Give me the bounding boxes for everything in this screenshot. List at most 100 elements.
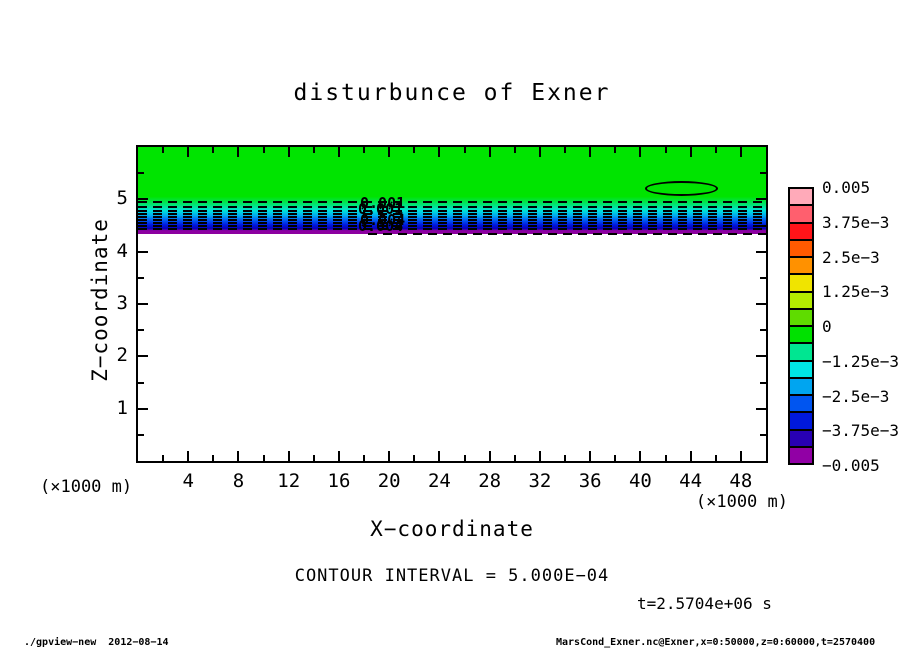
- x-major-tick: [539, 451, 541, 461]
- y-minor-tick: [760, 172, 766, 174]
- dashed-contour-line: [138, 213, 766, 215]
- dashed-contour-line: [368, 233, 766, 235]
- contour-value-label: 0.004: [358, 217, 404, 235]
- colorbar-segment: [790, 342, 812, 360]
- x-major-tick: [187, 451, 189, 461]
- x-major-tick: [639, 147, 641, 157]
- dashed-contour-line: [138, 228, 766, 230]
- y-major-tick: [138, 198, 148, 200]
- x-minor-tick: [614, 455, 616, 461]
- x-major-tick: [288, 451, 290, 461]
- x-minor-tick: [263, 455, 265, 461]
- x-tick-label: 36: [578, 470, 602, 492]
- x-minor-tick: [614, 147, 616, 153]
- y-tick-label: 3: [116, 292, 128, 314]
- x-minor-tick: [212, 147, 214, 153]
- time-annotation: t=2.5704e+06 s: [637, 594, 772, 613]
- x-minor-tick: [514, 147, 516, 153]
- footer-program-stamp: ./gpview−new 2012−08−14: [24, 637, 169, 648]
- colorbar-segment: [790, 307, 812, 325]
- y-minor-tick: [138, 329, 144, 331]
- x-major-tick: [388, 147, 390, 157]
- x-minor-tick: [464, 147, 466, 153]
- x-major-tick: [288, 147, 290, 157]
- x-major-tick: [489, 147, 491, 157]
- x-major-tick: [237, 451, 239, 461]
- y-major-tick: [756, 198, 766, 200]
- x-major-tick: [589, 451, 591, 461]
- y-major-tick: [756, 355, 766, 357]
- colorbar-segment: [790, 273, 812, 291]
- x-minor-tick: [413, 147, 415, 153]
- x-tick-label: 12: [277, 470, 301, 492]
- colorbar: [788, 187, 814, 465]
- x-tick-label: 8: [232, 470, 245, 492]
- x-major-tick: [690, 147, 692, 157]
- colorbar-label: −1.25e−3: [822, 351, 900, 371]
- x-major-tick: [740, 451, 742, 461]
- colorbar-segment: [790, 290, 812, 308]
- colorbar-segment: [790, 204, 812, 222]
- colorbar-segment: [790, 359, 812, 377]
- y-tick-label: 2: [116, 344, 128, 367]
- colorbar-label: −3.75e−3: [822, 421, 900, 441]
- x-major-tick: [338, 451, 340, 461]
- colorbar-segment: [790, 376, 812, 394]
- x-minor-tick: [363, 455, 365, 461]
- y-minor-tick: [138, 434, 144, 436]
- x-major-tick: [187, 147, 189, 157]
- colorbar-segment: [790, 428, 812, 446]
- y-minor-tick: [138, 277, 144, 279]
- y-minor-tick: [760, 329, 766, 331]
- x-tick-label: 44: [679, 470, 703, 492]
- y-axis-title: Z−coordinate: [88, 218, 112, 382]
- dashed-contour-line: [138, 225, 766, 227]
- x-major-tick: [338, 147, 340, 157]
- x-minor-tick: [514, 455, 516, 461]
- colorbar-label: 1.25e−3: [822, 282, 890, 302]
- chart-title: disturbunce of Exner: [293, 80, 611, 106]
- colorbar-segment: [790, 256, 812, 274]
- x-minor-tick: [363, 147, 365, 153]
- x-minor-tick: [413, 455, 415, 461]
- y-minor-tick: [760, 434, 766, 436]
- x-minor-tick: [464, 455, 466, 461]
- x-minor-tick: [665, 147, 667, 153]
- x-axis-unit: (×1000 m): [40, 477, 133, 497]
- x-minor-tick: [212, 455, 214, 461]
- y-minor-tick: [760, 225, 766, 227]
- contour-value-label: 0.004: [360, 211, 406, 229]
- plot-area: 0.001 0.001 0.004 0.004: [136, 145, 768, 463]
- y-major-tick: [138, 408, 148, 410]
- dashed-contour-line: [138, 219, 766, 221]
- x-major-tick: [639, 451, 641, 461]
- x-tick-label: 16: [327, 470, 351, 492]
- x-major-tick: [740, 147, 742, 157]
- footer-data-source: MarsCond_Exner.nc@Exner,x=0:50000,z=0:60…: [556, 637, 876, 648]
- colorbar-segment: [790, 411, 812, 429]
- y-tick-label: 5: [116, 187, 128, 210]
- x-minor-tick: [715, 455, 717, 461]
- colorbar-label: −0.005: [822, 456, 880, 475]
- colorbar-segment: [790, 189, 812, 205]
- x-tick-label: 4: [182, 470, 194, 492]
- x-major-tick: [489, 451, 491, 461]
- dashed-contour-line: [138, 201, 766, 203]
- x-minor-tick: [564, 147, 566, 153]
- x-tick-label: 48: [729, 470, 753, 492]
- x-minor-tick: [263, 147, 265, 153]
- colorbar-label: 2.5e−3: [822, 247, 880, 267]
- colorbar-segment: [790, 445, 812, 463]
- x-major-tick: [589, 147, 591, 157]
- x-major-tick: [438, 451, 440, 461]
- x-axis-title: X−coordinate: [370, 517, 534, 541]
- colorbar-label: 0: [822, 317, 832, 336]
- x-tick-label: 32: [528, 470, 552, 492]
- y-tick-label: 4: [116, 239, 128, 262]
- y-minor-tick: [138, 225, 144, 227]
- x-major-tick: [237, 147, 239, 157]
- dashed-contour-line: [138, 206, 766, 208]
- y-major-tick: [138, 303, 148, 305]
- x-tick-label: 20: [377, 470, 401, 492]
- y-minor-tick: [760, 277, 766, 279]
